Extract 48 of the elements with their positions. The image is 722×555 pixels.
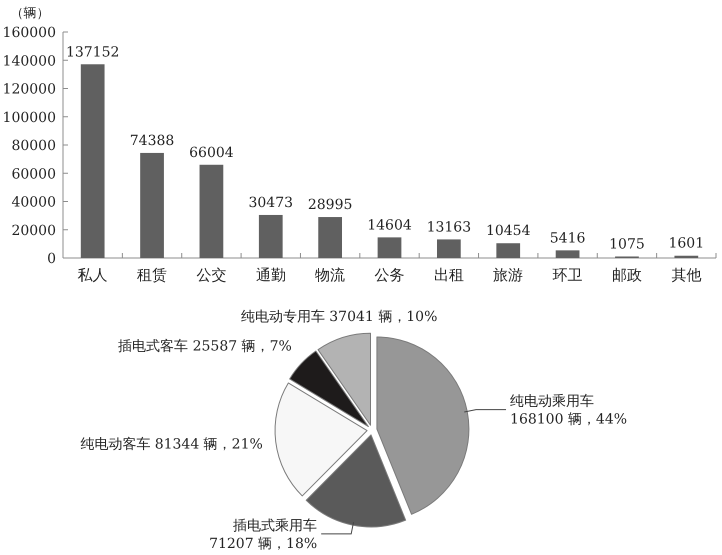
bar xyxy=(200,164,224,258)
data-label: 10454 xyxy=(486,223,531,240)
data-label: 66004 xyxy=(189,144,234,161)
slice-label: 纯电动乘用车 xyxy=(510,394,594,410)
x-tick-label: 公交 xyxy=(196,266,226,284)
y-tick-label: 60000 xyxy=(11,166,56,182)
bar xyxy=(318,217,342,258)
y-tick-label: 140000 xyxy=(2,53,56,70)
bar xyxy=(258,214,283,258)
y-tick-label: 40000 xyxy=(11,194,56,210)
x-tick-label: 环卫 xyxy=(552,266,583,284)
bar xyxy=(436,239,461,258)
x-tick-label: 旅游 xyxy=(493,266,524,284)
y-tick-label: 80000 xyxy=(11,138,56,154)
y-tick-label: 20000 xyxy=(11,222,56,239)
y-tick-label: 0 xyxy=(47,251,56,267)
data-label: 1075 xyxy=(609,236,645,252)
data-label: 5416 xyxy=(550,230,586,246)
x-tick-label: 租赁 xyxy=(137,266,168,284)
y-tick-label: 160000 xyxy=(2,25,56,41)
data-label: 137152 xyxy=(66,44,120,60)
data-label: 71207 辆，18% xyxy=(209,536,318,552)
bar xyxy=(140,152,164,258)
x-tick-label: 公务 xyxy=(374,266,404,284)
data-label: 74388 xyxy=(130,132,174,149)
x-tick-label: 邮政 xyxy=(612,266,642,284)
y-tick-label: 120000 xyxy=(2,82,56,98)
bar xyxy=(556,250,580,258)
bar xyxy=(378,237,402,258)
x-tick-label: 物流 xyxy=(315,266,346,284)
bar xyxy=(496,243,520,258)
x-tick-label: 通勤 xyxy=(256,266,286,284)
x-tick-label: 私人 xyxy=(78,266,108,284)
data-label: 168100 辆，44% xyxy=(510,412,628,428)
x-tick-label: 出租 xyxy=(434,266,464,284)
data-label: 28995 xyxy=(308,197,352,214)
slice-label: 纯电动专用车 37041 辆，10% xyxy=(240,309,438,326)
y-tick-label: 100000 xyxy=(2,110,56,126)
slice-label: 纯电动客车 81344 辆，21% xyxy=(80,436,263,452)
data-label: 30473 xyxy=(248,194,294,211)
y-axis-title: （辆） xyxy=(10,6,50,21)
x-tick-label: 其他 xyxy=(671,266,702,284)
slice-label: 插电式乘用车 xyxy=(233,518,318,534)
data-label: 13163 xyxy=(426,219,472,236)
slice-label: 插电式客车 25587 辆，7% xyxy=(118,338,292,355)
bar xyxy=(80,64,105,258)
data-label: 1601 xyxy=(668,236,704,252)
data-label: 14604 xyxy=(367,217,412,234)
